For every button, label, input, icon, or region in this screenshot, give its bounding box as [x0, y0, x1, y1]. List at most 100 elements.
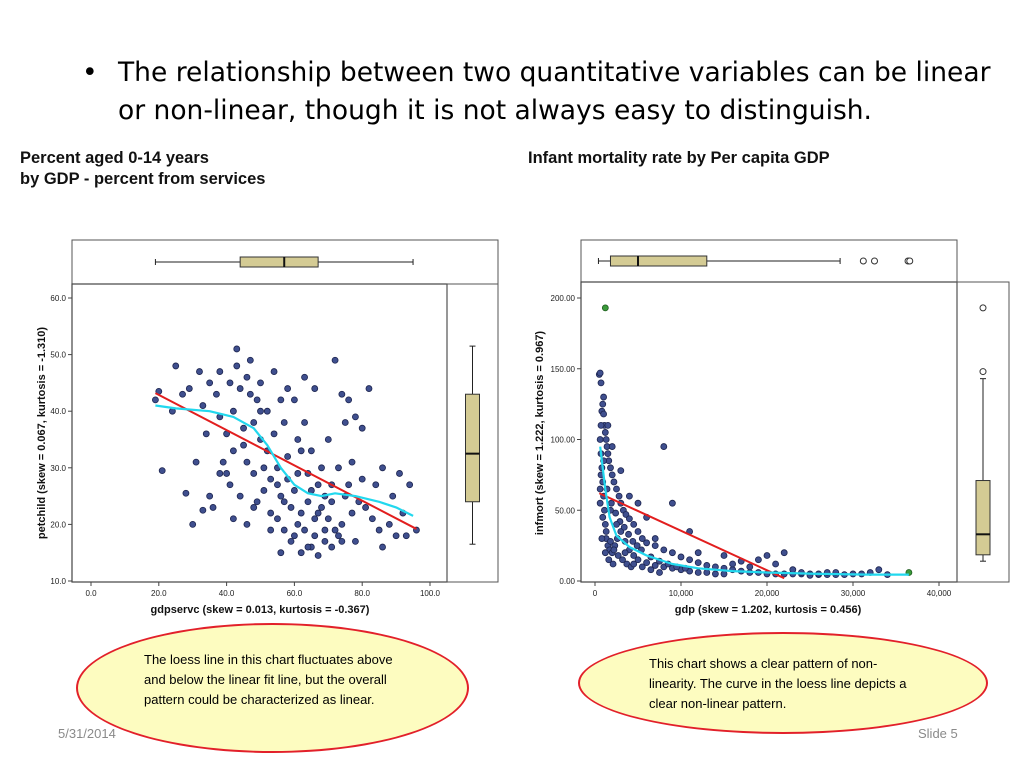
right-data-point: [643, 539, 650, 547]
left-data-point: [375, 526, 383, 534]
right-y-tick-label: 200.00: [551, 294, 576, 303]
right-data-point: [604, 421, 612, 429]
left-data-point: [233, 345, 241, 353]
left-data-point: [301, 373, 308, 381]
right-y-tick-label: 100.00: [551, 436, 576, 445]
left-data-point: [389, 492, 397, 500]
right-data-point: [789, 566, 797, 574]
left-data-point: [280, 419, 288, 426]
left-data-point: [226, 481, 234, 489]
left-data-point: [270, 368, 278, 375]
right-data-point: [599, 513, 607, 521]
right-data-point: [608, 443, 616, 450]
left-data-point: [280, 526, 288, 534]
footer-slide-number: Slide 5: [918, 726, 958, 741]
right-data-point: [596, 369, 604, 377]
left-data-point: [274, 515, 281, 523]
left-data-point: [189, 521, 197, 528]
left-data-point: [290, 532, 298, 540]
right-data-point: [875, 566, 883, 574]
left-data-point: [304, 498, 312, 506]
left-data-point: [257, 407, 264, 415]
left-data-point: [294, 436, 302, 443]
chart-title-right: Infant mortality rate by Per capita GDP: [528, 149, 830, 167]
left-data-point: [263, 407, 271, 415]
left-x-axis-label: gdpservc (skew = 0.013, kurtosis = -0.36…: [151, 604, 370, 616]
left-data-point: [158, 467, 166, 475]
right-data-point: [669, 499, 676, 507]
right-data-point: [677, 553, 685, 561]
right-data-point: [720, 570, 728, 578]
bullet-dot: •: [82, 57, 98, 88]
left-data-point: [277, 492, 285, 500]
left-data-point: [233, 362, 241, 370]
left-data-point: [301, 419, 308, 426]
right-data-point: [607, 499, 615, 507]
right-data-point: [619, 556, 626, 564]
left-data-point: [362, 504, 369, 511]
right-data-point: [621, 549, 629, 557]
right-y-tick-label: 0.00: [559, 577, 575, 586]
left-y-tick-label: 20.0: [50, 520, 66, 529]
left-data-point: [213, 390, 220, 398]
left-data-point: [318, 464, 325, 472]
callout-right: [578, 632, 988, 734]
left-data-point: [206, 379, 214, 387]
left-y-tick-label: 30.0: [50, 464, 66, 473]
left-data-point: [260, 464, 268, 472]
callout-left: [76, 623, 469, 753]
right-highlighted-point: [601, 304, 609, 312]
right-data-point: [633, 542, 641, 550]
right-data-point: [612, 509, 620, 517]
left-data-point: [318, 504, 325, 511]
left-data-point: [352, 413, 359, 421]
right-data-point: [625, 530, 632, 538]
left-data-point: [253, 396, 261, 404]
right-data-point: [755, 556, 762, 564]
right-data-point: [613, 485, 620, 493]
left-data-point: [297, 509, 305, 517]
right-y-boxplot-box: [975, 480, 991, 556]
right-data-point: [601, 521, 609, 528]
left-data-point: [352, 537, 359, 545]
right-data-point: [607, 464, 614, 472]
left-data-point: [304, 543, 312, 551]
left-data-point: [199, 506, 207, 514]
left-data-point: [290, 487, 298, 494]
left-linear-fit-line: [154, 392, 417, 530]
left-data-point: [402, 532, 410, 540]
left-data-point: [246, 390, 254, 398]
left-data-point: [341, 419, 349, 426]
right-data-point: [669, 549, 676, 557]
right-data-point: [712, 570, 719, 578]
left-data-point: [172, 362, 180, 370]
right-data-point: [780, 549, 788, 557]
left-data-point: [219, 458, 227, 466]
footer-date: 5/31/2014: [58, 726, 116, 741]
bullet-text: The relationship between two quantitativ…: [118, 57, 991, 126]
right-x-tick-label: 0: [593, 589, 598, 598]
right-data-point: [656, 569, 663, 576]
right-data-point: [686, 556, 693, 564]
left-data-point: [368, 515, 376, 523]
left-x-tick-label: 20.0: [151, 589, 167, 598]
callout-right-text: This chart shows a clear pattern of non-…: [649, 656, 907, 711]
left-x-tick-label: 80.0: [354, 589, 370, 598]
left-data-point: [280, 498, 288, 506]
left-data-point: [229, 447, 237, 455]
right-data-point: [703, 562, 711, 569]
right-data-point: [651, 535, 659, 542]
right-x-boxplot-outlier: [871, 257, 878, 265]
right-y-boxplot-outlier: [979, 304, 987, 312]
right-data-point: [629, 537, 637, 545]
right-data-point: [638, 535, 646, 542]
right-data-point: [772, 560, 779, 568]
left-data-point: [406, 481, 414, 489]
right-data-point: [600, 410, 607, 418]
left-data-point: [229, 407, 237, 415]
left-data-point: [277, 549, 285, 557]
left-data-point: [335, 464, 342, 472]
left-x-tick-label: 60.0: [287, 589, 303, 598]
left-data-point: [284, 453, 292, 460]
